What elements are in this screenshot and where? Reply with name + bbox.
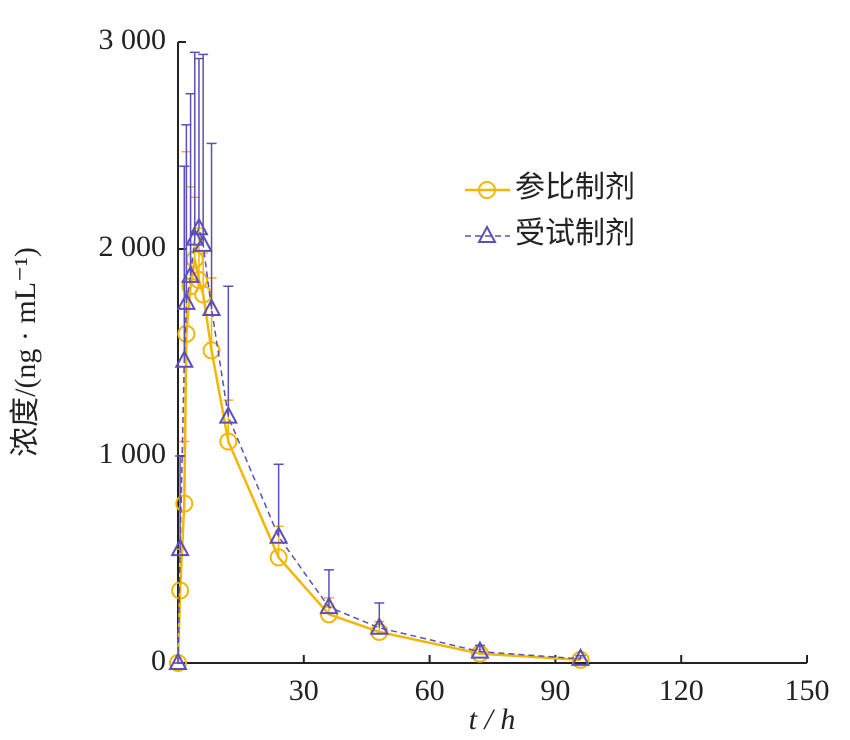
marker bbox=[470, 640, 490, 659]
marker bbox=[168, 651, 188, 670]
x-axis-label: t / h bbox=[469, 703, 516, 736]
legend-marker bbox=[478, 181, 496, 199]
marker bbox=[185, 227, 205, 246]
marker bbox=[189, 217, 209, 236]
marker bbox=[177, 324, 196, 343]
marker bbox=[570, 647, 591, 666]
series-line bbox=[176, 259, 581, 664]
marker bbox=[180, 264, 201, 283]
marker bbox=[175, 494, 194, 513]
marker bbox=[218, 405, 238, 424]
y-tick-label: 1 000 bbox=[99, 437, 167, 470]
marker bbox=[269, 548, 288, 567]
x-tick-label: 30 bbox=[289, 674, 319, 707]
x-tick-label: 60 bbox=[415, 674, 445, 707]
marker bbox=[219, 432, 238, 451]
marker bbox=[319, 595, 339, 615]
marker bbox=[193, 233, 213, 252]
y-axis-label: 浓度/(ng · mL⁻¹) bbox=[9, 247, 42, 457]
x-tick-label: 150 bbox=[785, 674, 830, 707]
marker bbox=[369, 616, 389, 635]
x-tick-label: 120 bbox=[659, 674, 704, 707]
y-tick-label: 0 bbox=[151, 644, 166, 677]
marker bbox=[202, 341, 221, 360]
marker bbox=[268, 525, 289, 544]
y-tick-label: 2 000 bbox=[99, 230, 167, 263]
x-tick-label: 90 bbox=[540, 674, 570, 707]
marker bbox=[174, 349, 194, 368]
marker bbox=[201, 297, 222, 317]
marker bbox=[170, 538, 190, 557]
marker bbox=[176, 291, 197, 310]
legend-label: 受试制剂 bbox=[515, 217, 635, 250]
legend-label: 参比制剂 bbox=[515, 171, 635, 204]
y-tick-label: 3 000 bbox=[99, 23, 167, 56]
legend-marker bbox=[477, 224, 497, 243]
series-line bbox=[177, 225, 581, 664]
